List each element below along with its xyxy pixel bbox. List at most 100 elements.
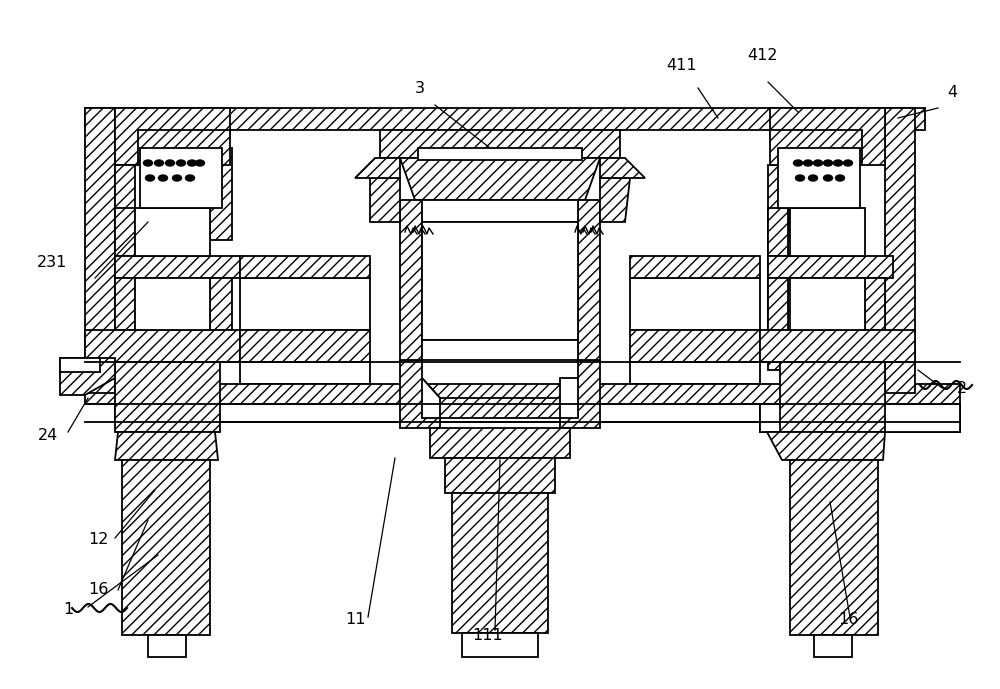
Polygon shape xyxy=(790,208,865,256)
Polygon shape xyxy=(790,278,865,330)
Ellipse shape xyxy=(196,160,205,166)
Polygon shape xyxy=(768,208,788,256)
Text: 16: 16 xyxy=(838,613,858,628)
Polygon shape xyxy=(418,148,582,160)
Polygon shape xyxy=(85,384,960,404)
Ellipse shape xyxy=(804,160,812,166)
Polygon shape xyxy=(770,108,885,165)
Polygon shape xyxy=(240,362,370,384)
Ellipse shape xyxy=(808,175,818,181)
Text: 16: 16 xyxy=(88,582,108,597)
Polygon shape xyxy=(85,330,240,362)
Ellipse shape xyxy=(155,160,164,166)
Text: 4: 4 xyxy=(947,85,957,99)
Ellipse shape xyxy=(166,160,175,166)
Polygon shape xyxy=(140,148,222,208)
Polygon shape xyxy=(760,404,960,432)
Polygon shape xyxy=(115,432,218,460)
Ellipse shape xyxy=(188,160,197,166)
Polygon shape xyxy=(60,358,115,395)
Polygon shape xyxy=(422,200,578,222)
Ellipse shape xyxy=(159,175,168,181)
Polygon shape xyxy=(135,278,210,330)
Ellipse shape xyxy=(177,160,186,166)
Polygon shape xyxy=(240,330,370,362)
Polygon shape xyxy=(355,158,400,178)
Polygon shape xyxy=(630,256,760,278)
Ellipse shape xyxy=(146,175,155,181)
Polygon shape xyxy=(115,404,885,422)
Polygon shape xyxy=(630,278,760,330)
Polygon shape xyxy=(462,633,538,657)
Polygon shape xyxy=(560,378,578,418)
Polygon shape xyxy=(768,256,893,278)
Polygon shape xyxy=(370,178,400,222)
Polygon shape xyxy=(85,108,925,130)
Polygon shape xyxy=(138,130,230,165)
Text: 411: 411 xyxy=(667,57,697,72)
Text: 3: 3 xyxy=(415,81,425,96)
Polygon shape xyxy=(814,635,852,657)
Polygon shape xyxy=(210,278,232,330)
Polygon shape xyxy=(422,378,440,418)
Polygon shape xyxy=(115,208,135,256)
Polygon shape xyxy=(452,493,548,633)
Polygon shape xyxy=(767,432,885,460)
Polygon shape xyxy=(760,404,960,432)
Polygon shape xyxy=(380,130,620,158)
Polygon shape xyxy=(768,165,788,370)
Polygon shape xyxy=(240,278,370,330)
Ellipse shape xyxy=(844,160,852,166)
Ellipse shape xyxy=(794,160,802,166)
Ellipse shape xyxy=(173,175,182,181)
Polygon shape xyxy=(85,108,115,393)
Polygon shape xyxy=(760,330,915,362)
Polygon shape xyxy=(115,165,135,370)
Polygon shape xyxy=(768,278,788,330)
Polygon shape xyxy=(240,256,370,278)
Polygon shape xyxy=(770,130,862,165)
Polygon shape xyxy=(148,635,186,657)
Polygon shape xyxy=(122,460,210,635)
Polygon shape xyxy=(600,178,630,222)
Ellipse shape xyxy=(796,175,804,181)
Text: 24: 24 xyxy=(38,427,58,442)
Polygon shape xyxy=(115,362,220,432)
Ellipse shape xyxy=(824,160,832,166)
Polygon shape xyxy=(885,108,915,393)
Polygon shape xyxy=(422,340,578,360)
Ellipse shape xyxy=(836,175,844,181)
Polygon shape xyxy=(780,362,885,432)
Polygon shape xyxy=(115,278,135,330)
Polygon shape xyxy=(865,278,885,330)
Polygon shape xyxy=(210,148,232,240)
Text: 231: 231 xyxy=(37,254,67,269)
Text: 11: 11 xyxy=(345,613,365,628)
Polygon shape xyxy=(578,200,600,360)
Ellipse shape xyxy=(814,160,822,166)
Ellipse shape xyxy=(186,175,195,181)
Polygon shape xyxy=(430,428,570,458)
Polygon shape xyxy=(790,460,878,635)
Ellipse shape xyxy=(144,160,153,166)
Polygon shape xyxy=(630,362,760,384)
Polygon shape xyxy=(115,256,240,278)
Ellipse shape xyxy=(824,175,832,181)
Polygon shape xyxy=(422,222,578,340)
Ellipse shape xyxy=(834,160,842,166)
Polygon shape xyxy=(778,148,860,208)
Text: 111: 111 xyxy=(473,628,503,643)
Polygon shape xyxy=(400,360,600,428)
Polygon shape xyxy=(115,108,230,165)
Text: 2: 2 xyxy=(957,380,967,395)
Text: 412: 412 xyxy=(747,48,777,63)
Text: 12: 12 xyxy=(88,533,108,548)
Polygon shape xyxy=(600,158,645,178)
Polygon shape xyxy=(790,148,812,240)
Polygon shape xyxy=(630,330,760,362)
Text: 1: 1 xyxy=(63,602,73,617)
Polygon shape xyxy=(135,208,210,256)
Polygon shape xyxy=(60,358,100,372)
Polygon shape xyxy=(445,458,555,493)
Polygon shape xyxy=(400,158,600,200)
